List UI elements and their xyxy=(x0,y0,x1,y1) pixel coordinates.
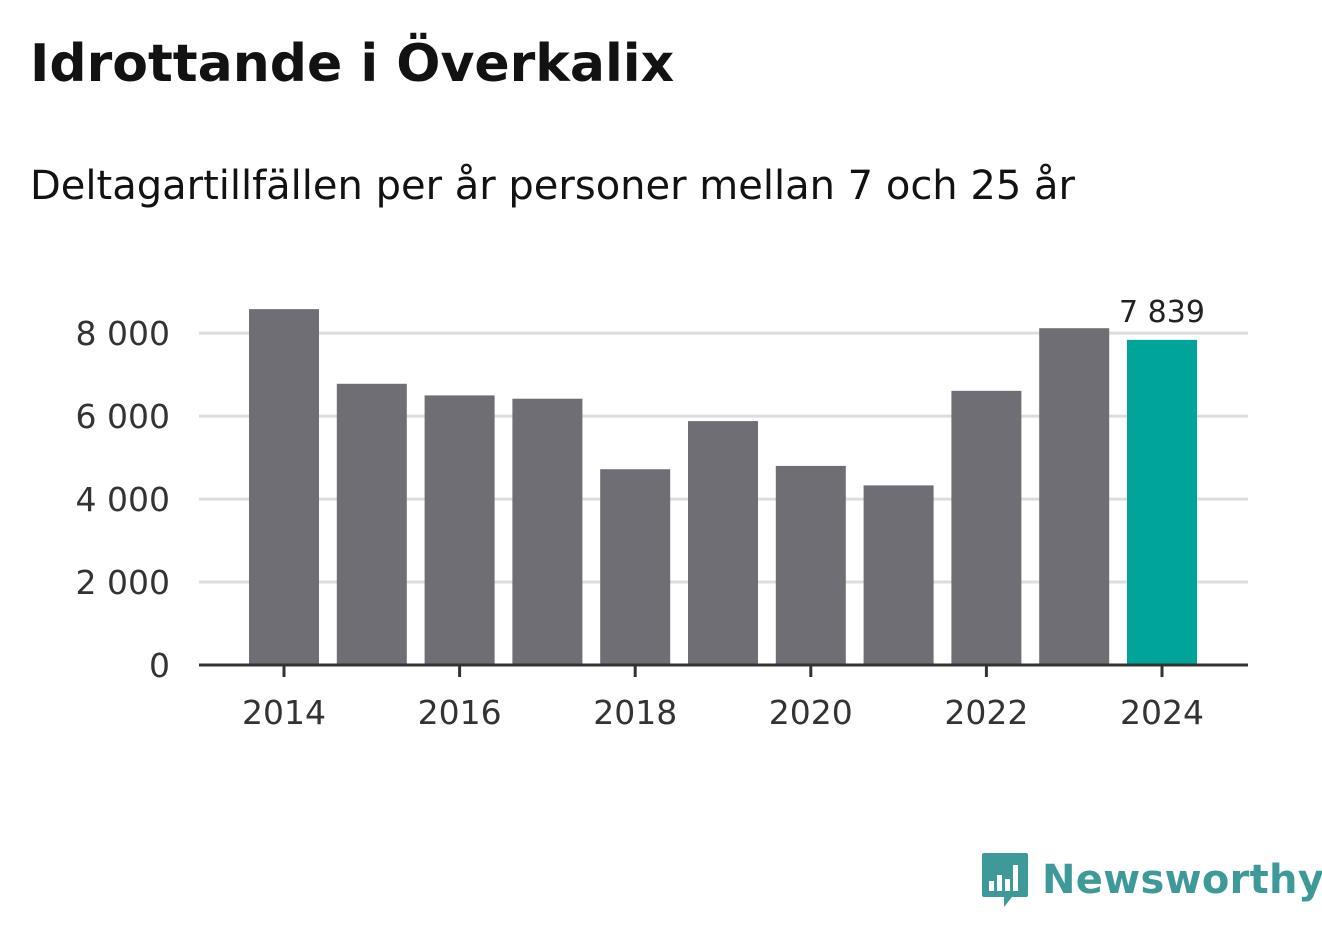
newsworthy-chart-bubble-icon xyxy=(982,853,1028,907)
bar-2014 xyxy=(249,309,319,665)
bar-2021 xyxy=(863,485,934,665)
y-tick-label: 0 xyxy=(149,646,170,685)
bar-2019 xyxy=(688,421,758,665)
y-tick-label: 4 000 xyxy=(76,480,170,519)
x-tick-label: 2022 xyxy=(944,693,1028,732)
bars xyxy=(249,309,1197,665)
bar-2022 xyxy=(951,390,1022,665)
data-label: 7 839 xyxy=(1119,295,1205,330)
bar-2018 xyxy=(600,469,671,665)
y-tick-label: 2 000 xyxy=(76,563,170,602)
bar-2024 xyxy=(1127,339,1197,665)
bar-2016 xyxy=(424,395,495,665)
bar-2017 xyxy=(512,398,583,665)
x-tick-label: 2020 xyxy=(769,693,853,732)
bar-2020 xyxy=(775,465,846,665)
chart-title: Idrottande i Överkalix xyxy=(30,34,675,94)
bar-2015 xyxy=(336,383,407,665)
chart-subtitle: Deltagartillfällen per år personer mella… xyxy=(30,163,1075,209)
bar-2023 xyxy=(1039,328,1110,665)
x-tick-label: 2016 xyxy=(418,693,502,732)
y-tick-label: 8 000 xyxy=(76,314,170,353)
x-tick-label: 2024 xyxy=(1120,693,1204,732)
labels: 0 2 000 4 000 6 000 8 000 7 839 2014 2016 2018 20… xyxy=(76,295,1205,732)
newsworthy-logo: Newsworthy xyxy=(980,850,1322,910)
y-tick-label: 6 000 xyxy=(76,397,170,436)
x-tick-label: 2014 xyxy=(242,693,326,732)
x-tick-label: 2018 xyxy=(593,693,677,732)
axes xyxy=(199,663,1248,677)
logo-text: Newsworthy xyxy=(1042,857,1322,903)
